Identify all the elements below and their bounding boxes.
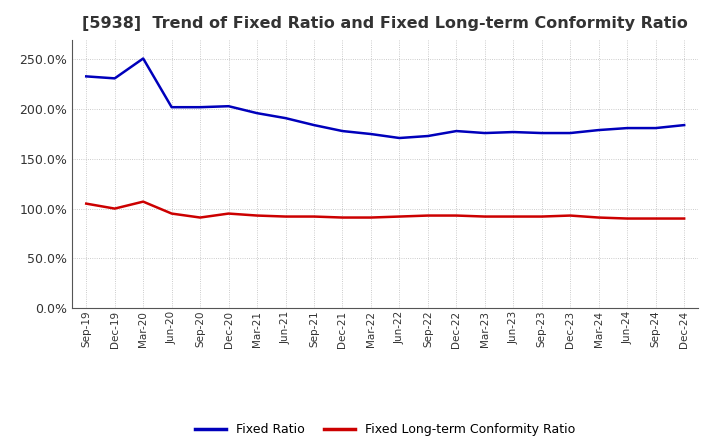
Fixed Long-term Conformity Ratio xyxy=(395,214,404,219)
Title: [5938]  Trend of Fixed Ratio and Fixed Long-term Conformity Ratio: [5938] Trend of Fixed Ratio and Fixed Lo… xyxy=(82,16,688,32)
Fixed Ratio xyxy=(680,122,688,128)
Fixed Long-term Conformity Ratio xyxy=(652,216,660,221)
Fixed Ratio xyxy=(167,105,176,110)
Line: Fixed Long-term Conformity Ratio: Fixed Long-term Conformity Ratio xyxy=(86,202,684,219)
Fixed Ratio xyxy=(452,128,461,134)
Fixed Long-term Conformity Ratio xyxy=(680,216,688,221)
Fixed Ratio xyxy=(196,105,204,110)
Fixed Ratio xyxy=(423,133,432,139)
Fixed Long-term Conformity Ratio xyxy=(509,214,518,219)
Fixed Ratio xyxy=(225,103,233,109)
Fixed Long-term Conformity Ratio xyxy=(623,216,631,221)
Fixed Long-term Conformity Ratio xyxy=(167,211,176,216)
Fixed Ratio xyxy=(338,128,347,134)
Fixed Long-term Conformity Ratio xyxy=(537,214,546,219)
Fixed Long-term Conformity Ratio xyxy=(282,214,290,219)
Fixed Long-term Conformity Ratio xyxy=(480,214,489,219)
Fixed Ratio xyxy=(110,76,119,81)
Fixed Ratio xyxy=(82,74,91,79)
Fixed Long-term Conformity Ratio xyxy=(452,213,461,218)
Fixed Long-term Conformity Ratio xyxy=(366,215,375,220)
Fixed Long-term Conformity Ratio xyxy=(566,213,575,218)
Fixed Ratio xyxy=(509,129,518,135)
Fixed Ratio xyxy=(139,56,148,61)
Fixed Long-term Conformity Ratio xyxy=(310,214,318,219)
Fixed Long-term Conformity Ratio xyxy=(139,199,148,204)
Fixed Ratio xyxy=(566,130,575,136)
Fixed Ratio xyxy=(310,122,318,128)
Fixed Ratio xyxy=(366,132,375,137)
Fixed Long-term Conformity Ratio xyxy=(253,213,261,218)
Fixed Long-term Conformity Ratio xyxy=(82,201,91,206)
Fixed Ratio xyxy=(537,130,546,136)
Fixed Ratio xyxy=(652,125,660,131)
Fixed Long-term Conformity Ratio xyxy=(196,215,204,220)
Fixed Ratio xyxy=(623,125,631,131)
Fixed Ratio xyxy=(282,115,290,121)
Fixed Ratio xyxy=(480,130,489,136)
Legend: Fixed Ratio, Fixed Long-term Conformity Ratio: Fixed Ratio, Fixed Long-term Conformity … xyxy=(190,418,580,440)
Fixed Long-term Conformity Ratio xyxy=(110,206,119,211)
Fixed Ratio xyxy=(253,110,261,116)
Line: Fixed Ratio: Fixed Ratio xyxy=(86,59,684,138)
Fixed Long-term Conformity Ratio xyxy=(338,215,347,220)
Fixed Long-term Conformity Ratio xyxy=(225,211,233,216)
Fixed Long-term Conformity Ratio xyxy=(595,215,603,220)
Fixed Ratio xyxy=(595,128,603,133)
Fixed Long-term Conformity Ratio xyxy=(423,213,432,218)
Fixed Ratio xyxy=(395,136,404,141)
